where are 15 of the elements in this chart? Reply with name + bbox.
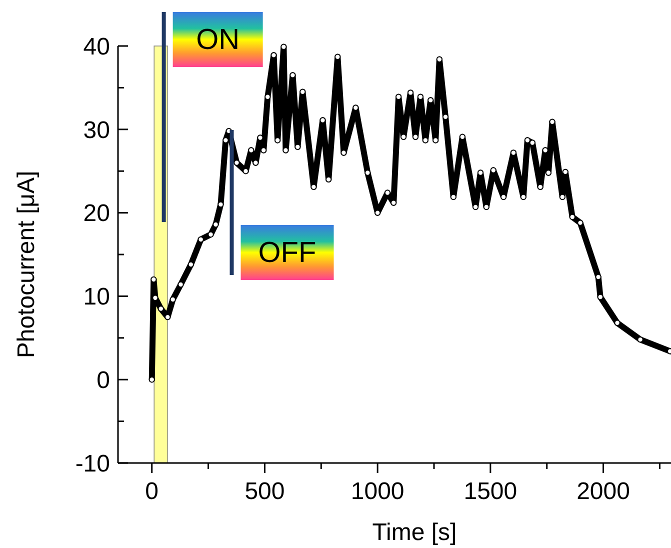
x-tick-label: 1500 (464, 478, 518, 505)
y-tick-label: 0 (96, 367, 110, 394)
x-axis-title: Time [s] (372, 519, 457, 546)
x-tick-label: 0 (145, 478, 159, 505)
x-tick-label: 1000 (350, 478, 404, 505)
x-tick-label: 2000 (576, 478, 630, 505)
y-tick-label: -10 (75, 450, 110, 478)
ref-line-label: ON (196, 24, 240, 56)
y-tick-label: 30 (83, 116, 110, 144)
ref-line-label: OFF (258, 237, 316, 269)
y-axis-title: Photocurrent [μA] (13, 170, 40, 358)
y-tick-label: 40 (83, 33, 110, 60)
y-tick-label: 20 (83, 200, 110, 228)
x-tick-label: 500 (244, 478, 285, 505)
y-tick-label: 10 (83, 284, 110, 311)
